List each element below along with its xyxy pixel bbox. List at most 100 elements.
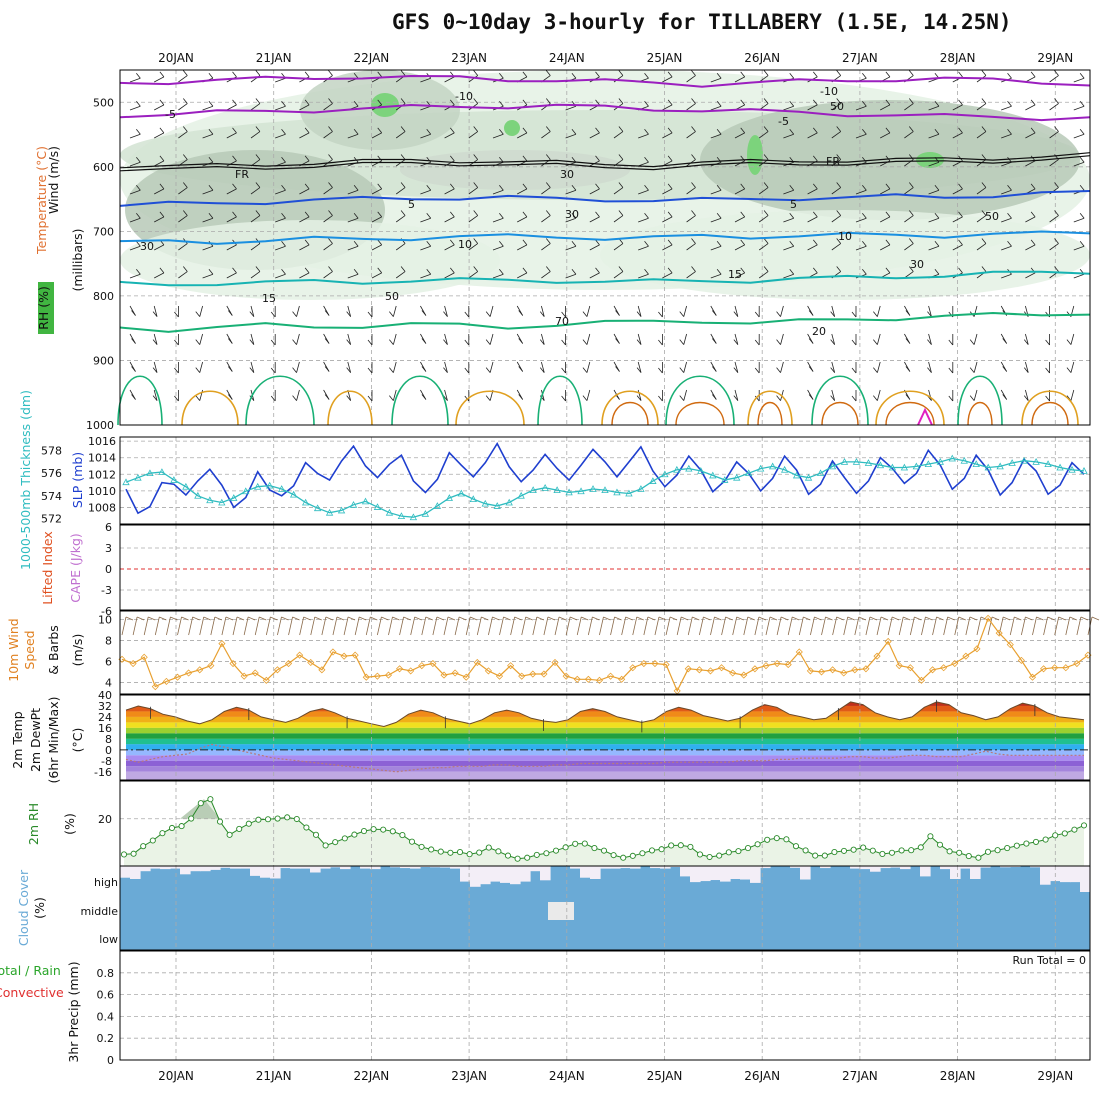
wind-barb — [227, 338, 233, 344]
wind-barb — [195, 395, 201, 401]
wind-barb — [154, 216, 165, 223]
rh-contour-label: 50 — [830, 100, 844, 113]
wind-barb — [589, 188, 600, 195]
wind10-barb — [1069, 616, 1077, 621]
wind-barb — [595, 99, 600, 106]
wind10-marker — [573, 675, 581, 683]
date-label-top: 23JAN — [451, 51, 487, 65]
precip-axis-label-part: 3hr Precip (mm) — [66, 961, 81, 1062]
wind-barb — [377, 211, 383, 218]
thickness-marker — [337, 506, 346, 514]
low-level-contour — [391, 375, 449, 426]
wind-barb — [541, 215, 551, 223]
thickness-marker — [541, 484, 549, 491]
thickness-marker — [924, 460, 932, 468]
wind-barb — [976, 215, 987, 223]
wind-barb — [928, 245, 940, 251]
wind-barb — [353, 212, 359, 219]
wind-barb — [518, 338, 524, 344]
wind-barb — [1049, 215, 1059, 223]
wind-barb — [255, 210, 261, 216]
wind-barb — [182, 70, 188, 76]
wind10-barb — [969, 616, 978, 621]
wind10-barb — [558, 616, 567, 621]
precip-tick-label: 0.6 — [97, 989, 115, 1002]
wind-barb — [885, 127, 891, 134]
wind-barb — [618, 126, 624, 132]
cloud-high-gap — [870, 866, 881, 872]
isotherm-line — [119, 103, 1091, 122]
wind-barb — [1030, 211, 1036, 218]
wind10-barb — [676, 616, 682, 636]
date-label-bottom: 20JAN — [158, 1069, 194, 1083]
wind10-barb — [499, 616, 504, 636]
thickness-marker — [349, 500, 358, 508]
wind-barb — [789, 128, 795, 135]
date-label-top: 24JAN — [549, 51, 585, 65]
wind-barb — [367, 395, 373, 402]
cloud-high-gap — [820, 866, 831, 869]
wind-barb — [789, 72, 795, 79]
wind-barb — [734, 216, 745, 223]
wind-barb — [571, 212, 577, 219]
wind10-barb — [214, 616, 222, 621]
wind-barb — [830, 311, 835, 317]
wind-barb — [662, 104, 673, 111]
wind-barb — [658, 395, 663, 402]
wind-barb — [292, 367, 297, 373]
rh2m-marker — [255, 816, 262, 823]
wind10-barb — [436, 616, 445, 621]
wind-barb — [420, 77, 431, 83]
thickness-line — [125, 457, 1085, 518]
wind-barb — [908, 238, 914, 244]
wind-barb — [545, 154, 551, 160]
wind-barb — [582, 367, 588, 373]
li-tick-label: -3 — [101, 584, 112, 597]
rh2m-marker — [149, 837, 156, 844]
rh2m-marker — [639, 850, 646, 857]
wind10-marker — [495, 672, 504, 680]
wind-barb — [662, 216, 673, 223]
wind10-marker — [795, 648, 803, 656]
wind-barb — [1079, 72, 1085, 79]
cloud-high-gap — [260, 866, 271, 878]
wind10-barb — [998, 616, 1004, 636]
wind-barb — [589, 244, 600, 251]
wind-barb — [836, 98, 842, 104]
wind-barb — [136, 240, 141, 247]
wind-barb — [1025, 216, 1036, 223]
wind-barb — [499, 212, 504, 219]
wind10-barb — [743, 616, 749, 636]
wind-barb — [638, 245, 649, 251]
wind10-barb — [154, 616, 160, 636]
wind-barb — [1001, 245, 1012, 251]
thickness-axis-label-part: 1000-500mb Thickness (dm) — [18, 390, 33, 570]
wind-barb — [686, 243, 696, 251]
wind-barb — [928, 105, 940, 111]
wind-barb — [582, 395, 588, 401]
cloud-row-label: low — [99, 933, 118, 946]
wind-barb — [908, 70, 914, 76]
thickness-marker — [649, 477, 657, 484]
thickness-tick-label: 572 — [41, 512, 62, 525]
date-label-top: 28JAN — [940, 51, 976, 65]
wind-barb — [323, 243, 333, 251]
cloud-high-gap — [180, 866, 191, 875]
wind-barb — [347, 361, 352, 373]
wind-barb — [1025, 272, 1036, 279]
wind-barb — [885, 71, 891, 78]
isotherm-label: FR — [826, 155, 840, 168]
temp-tick-label: 32 — [98, 700, 112, 713]
wind10-barb — [325, 616, 334, 621]
wind-barb — [178, 243, 188, 251]
wind-barb — [582, 311, 588, 317]
wind10-barb — [665, 616, 671, 636]
wind-barb — [691, 238, 696, 244]
wind10-marker — [151, 683, 159, 691]
wind-barb — [371, 188, 382, 195]
wind-barb — [904, 103, 914, 111]
wind-barb — [464, 367, 470, 374]
rh2m-marker — [1071, 826, 1078, 833]
wind-barb — [1007, 184, 1012, 191]
